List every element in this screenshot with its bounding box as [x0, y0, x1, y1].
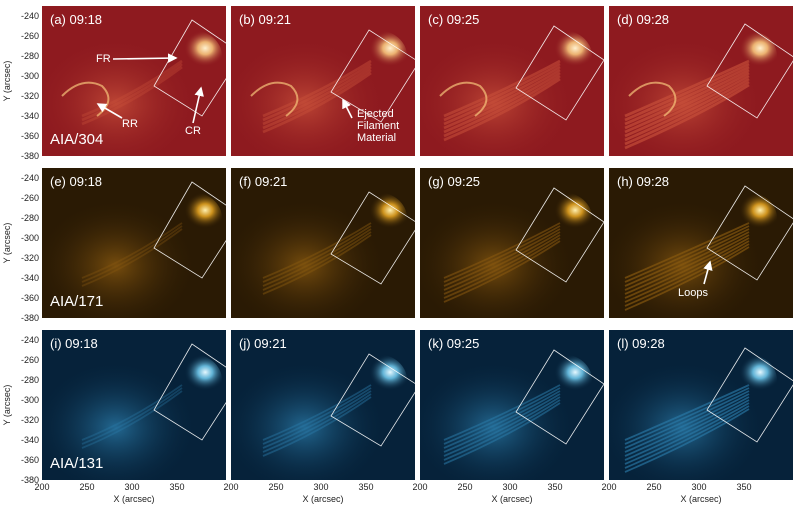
x-tick-label: 300: [124, 482, 140, 492]
y-tick-label: -340: [20, 111, 39, 121]
y-tick-label: -360: [20, 131, 39, 141]
channel-label: AIA/304: [50, 131, 104, 148]
y-tick-label: -380: [20, 475, 39, 485]
x-axis-title: X (arcsec): [302, 494, 344, 504]
panel-label: (d) 09:28: [617, 12, 670, 27]
x-tick-label: 350: [169, 482, 185, 492]
y-tick-label: -320: [20, 91, 39, 101]
solar-image: [609, 330, 793, 480]
panel-label: (k) 09:25: [428, 336, 480, 351]
solar-image: [420, 168, 604, 318]
x-tick-label: 250: [79, 482, 95, 492]
y-tick-label: -260: [20, 355, 39, 365]
panel-label: (g) 09:25: [428, 174, 481, 189]
image-panel: (c) 09:25: [420, 6, 604, 156]
y-tick-label: -280: [20, 51, 39, 61]
image-panel: (a) 09:18 AIA/304: [42, 6, 226, 156]
x-tick-label: 200: [601, 482, 617, 492]
y-tick-label: -320: [20, 415, 39, 425]
y-tick-label: -300: [20, 395, 39, 405]
annotation-ejected-filament: Ejected Filament Material: [357, 108, 399, 144]
x-tick-label: 300: [691, 482, 707, 492]
y-axis-title: Y (arcsec): [2, 60, 12, 102]
panel-label: (i) 09:18: [50, 336, 98, 351]
y-tick-label: -320: [20, 253, 39, 263]
x-axis-title: X (arcsec): [113, 494, 155, 504]
panel-label: (a) 09:18: [50, 12, 103, 27]
x-tick-label: 200: [412, 482, 428, 492]
x-tick-label: 350: [358, 482, 374, 492]
solar-image: [42, 330, 226, 480]
solar-image: [420, 6, 604, 156]
panel-label: (h) 09:28: [617, 174, 670, 189]
y-tick-label: -300: [20, 233, 39, 243]
image-panel: (h) 09:28: [609, 168, 793, 318]
y-tick-label: -380: [20, 151, 39, 161]
image-panel: (e) 09:18 AIA/171: [42, 168, 226, 318]
annotation-filament: Filament: [357, 120, 400, 132]
channel-label: AIA/171: [50, 293, 104, 310]
image-panel: (f) 09:21: [231, 168, 415, 318]
solar-image: [42, 6, 226, 156]
annotation-loops: Loops: [678, 287, 708, 299]
x-tick-label: 300: [502, 482, 518, 492]
panel-label: (f) 09:21: [239, 174, 288, 189]
solar-image: [231, 330, 415, 480]
x-tick-label: 350: [736, 482, 752, 492]
y-tick-label: -300: [20, 71, 39, 81]
image-panel: (i) 09:18 AIA/131: [42, 330, 226, 480]
x-axis-title: X (arcsec): [680, 494, 722, 504]
x-tick-label: 250: [268, 482, 284, 492]
solar-image: [609, 168, 793, 318]
panel-label: (b) 09:21: [239, 12, 292, 27]
image-panel: (b) 09:21: [231, 6, 415, 156]
y-tick-label: -340: [20, 435, 39, 445]
image-panel: (d) 09:28: [609, 6, 793, 156]
x-tick-label: 350: [547, 482, 563, 492]
y-tick-label: -240: [20, 11, 39, 21]
annotation-fr: FR: [96, 53, 111, 65]
image-panel: (l) 09:28: [609, 330, 793, 480]
annotation-cr: CR: [185, 125, 201, 137]
panel-label: (e) 09:18: [50, 174, 103, 189]
solar-image: [231, 6, 415, 156]
x-tick-label: 250: [646, 482, 662, 492]
panel-label: (l) 09:28: [617, 336, 665, 351]
y-tick-label: -360: [20, 455, 39, 465]
solar-image: [420, 330, 604, 480]
x-tick-label: 200: [34, 482, 50, 492]
image-panel: (j) 09:21: [231, 330, 415, 480]
x-axis-title: X (arcsec): [491, 494, 533, 504]
solar-image: [42, 168, 226, 318]
image-panel: (g) 09:25: [420, 168, 604, 318]
image-panel: (k) 09:25: [420, 330, 604, 480]
channel-label: AIA/131: [50, 455, 104, 472]
y-axis-title: Y (arcsec): [2, 222, 12, 264]
y-tick-label: -240: [20, 173, 39, 183]
y-tick-label: -280: [20, 213, 39, 223]
panel-label: (c) 09:25: [428, 12, 480, 27]
y-tick-label: -260: [20, 31, 39, 41]
solar-image: [231, 168, 415, 318]
y-tick-label: -360: [20, 293, 39, 303]
y-tick-label: -240: [20, 335, 39, 345]
panel-label: (j) 09:21: [239, 336, 287, 351]
x-tick-label: 200: [223, 482, 239, 492]
y-axis-title: Y (arcsec): [2, 384, 12, 426]
x-tick-label: 300: [313, 482, 329, 492]
annotation-material: Material: [357, 132, 397, 144]
y-tick-label: -280: [20, 375, 39, 385]
annotation-ejected: Ejected: [357, 108, 394, 120]
y-tick-label: -340: [20, 273, 39, 283]
y-tick-label: -380: [20, 313, 39, 323]
y-tick-label: -260: [20, 193, 39, 203]
solar-image: [609, 6, 793, 156]
x-tick-label: 250: [457, 482, 473, 492]
annotation-rr: RR: [122, 118, 138, 130]
